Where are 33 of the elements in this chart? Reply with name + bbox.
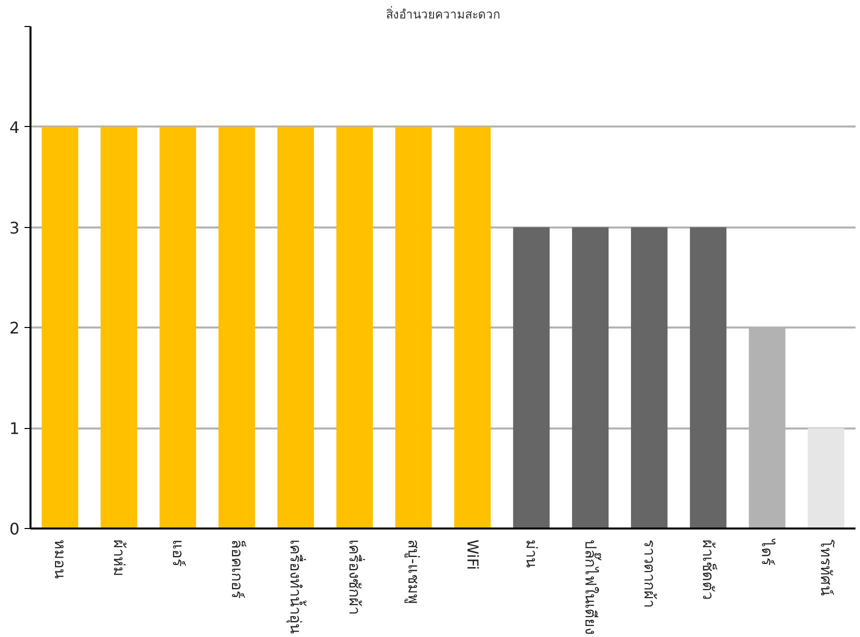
y-tick-label: 0 xyxy=(9,520,20,538)
x-tick-label: เครื่องซักผ้า xyxy=(346,540,366,614)
bar xyxy=(160,126,196,528)
chart-title: สิ่งอำนวยความสะดวก xyxy=(386,6,500,22)
bar xyxy=(513,227,550,528)
bar xyxy=(218,126,256,528)
y-tick-label: 1 xyxy=(9,419,20,438)
bar xyxy=(630,227,668,528)
x-tick-label: หมอน xyxy=(50,540,69,578)
bar xyxy=(100,126,138,528)
bar xyxy=(454,126,491,528)
bar xyxy=(690,227,726,528)
bar xyxy=(572,227,609,528)
x-tick-label: ผ้าเช็ดตัว xyxy=(699,540,718,600)
y-tick-label: 2 xyxy=(9,318,20,338)
x-tick-label: ล็อคเกอร์ xyxy=(228,540,247,598)
x-tick-label: ปลั๊กไฟในเตียง xyxy=(581,540,602,634)
x-tick-label: ราวตากผ้า xyxy=(640,540,658,608)
bar xyxy=(395,126,432,528)
y-tick-label: 3 xyxy=(9,218,20,238)
x-tick-label: โทรทัศน์ xyxy=(817,540,836,596)
x-tick-label: สบู่-แชมพู xyxy=(404,540,423,604)
x-tick-label: แอร์ xyxy=(168,540,187,566)
x-tick-label: ไดร์ xyxy=(758,538,776,566)
x-tick-label: ม่าน xyxy=(522,540,540,568)
bar xyxy=(808,428,844,528)
y-tick-label: 4 xyxy=(9,118,20,137)
x-tick-label: WiFi xyxy=(463,540,482,570)
bar xyxy=(277,126,314,528)
bar xyxy=(336,126,373,528)
x-tick-label: เครื่องทำน้ำอุ่น xyxy=(286,540,307,634)
bar xyxy=(42,126,78,528)
x-tick-label: ผ้าห่ม xyxy=(110,540,128,576)
